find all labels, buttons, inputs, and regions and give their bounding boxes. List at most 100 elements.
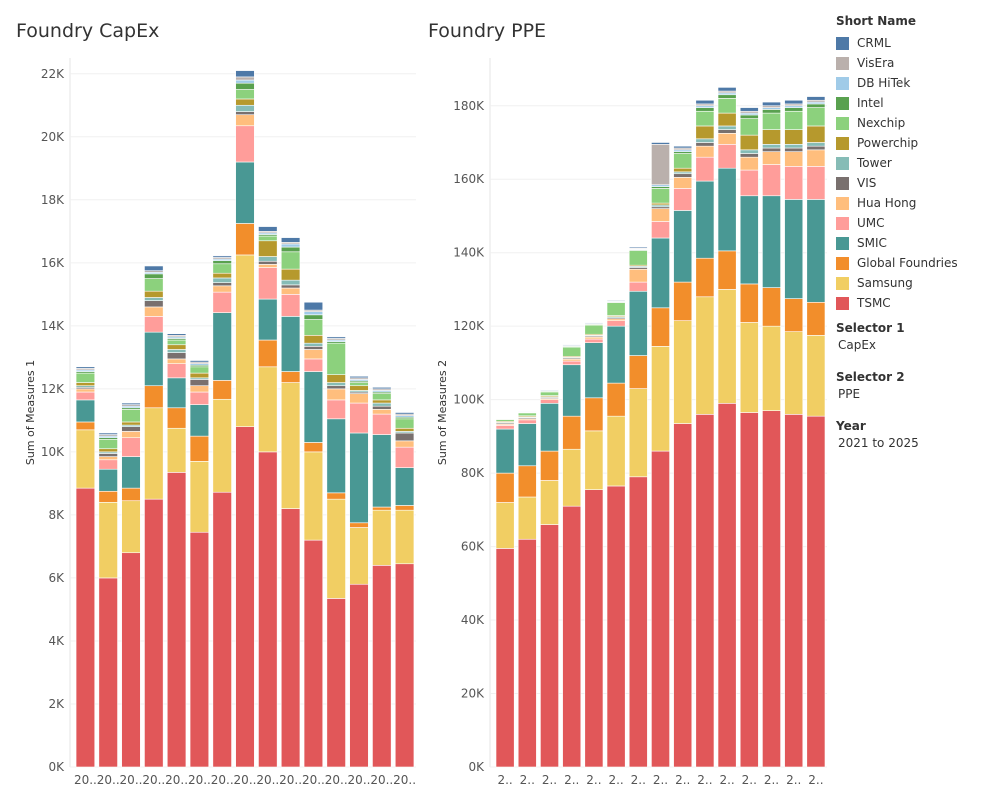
bar-segment-nexchip[interactable] — [235, 89, 255, 100]
bar-segment-crml[interactable] — [806, 96, 826, 101]
bar-segment-samsung[interactable] — [584, 430, 604, 490]
bar-segment-global-foundries[interactable] — [606, 382, 626, 417]
bar-segment-crml[interactable] — [303, 301, 324, 311]
bar-segment-nexchip[interactable] — [189, 366, 210, 374]
bar-segment-crml[interactable] — [166, 333, 187, 336]
bar-segment-vis[interactable] — [121, 426, 141, 432]
bar-segment-nexchip[interactable] — [212, 263, 232, 274]
bar-segment-crml[interactable] — [372, 386, 392, 390]
bar-segment-tsmc[interactable] — [628, 476, 648, 768]
bar-segment-smic[interactable] — [495, 428, 515, 474]
bar-segment-vis[interactable] — [717, 129, 737, 134]
bar-segment-tsmc[interactable] — [349, 583, 369, 768]
bar-segment-hua-hong[interactable] — [394, 440, 415, 448]
bar-segment-samsung[interactable] — [349, 527, 369, 585]
bar-segment-tsmc[interactable] — [258, 451, 278, 768]
selector2-value[interactable]: PPE — [838, 387, 861, 401]
bar-segment-samsung[interactable] — [98, 502, 118, 579]
bar-segment-umc[interactable] — [717, 144, 737, 169]
bar-segment-global-foundries[interactable] — [98, 490, 118, 503]
bar-segment-smic[interactable] — [189, 404, 210, 437]
bar-segment-intel[interactable] — [144, 273, 164, 279]
bar-segment-global-foundries[interactable] — [394, 505, 415, 511]
bar-segment-vis[interactable] — [784, 147, 804, 152]
bar-segment-crml[interactable] — [784, 99, 804, 105]
bar-segment-global-foundries[interactable] — [258, 339, 278, 368]
bar-segment-global-foundries[interactable] — [495, 472, 515, 503]
bar-segment-umc[interactable] — [258, 267, 278, 300]
bar-segment-tsmc[interactable] — [280, 508, 301, 768]
bar-segment-smic[interactable] — [303, 371, 324, 443]
bar-segment-umc[interactable] — [235, 125, 255, 163]
legend-item-intel[interactable]: Intel — [836, 93, 996, 113]
bar-segment-crml[interactable] — [562, 344, 582, 346]
bar-segment-hua-hong[interactable] — [303, 349, 324, 360]
bar-segment-tsmc[interactable] — [394, 563, 415, 768]
bar-segment-samsung[interactable] — [280, 382, 301, 509]
bar-segment-vis[interactable] — [326, 385, 346, 390]
bar-segment-umc[interactable] — [784, 166, 804, 200]
bar-segment-smic[interactable] — [628, 290, 648, 356]
bar-segment-hua-hong[interactable] — [258, 264, 278, 268]
bar-segment-smic[interactable] — [144, 331, 164, 387]
bar-segment-tsmc[interactable] — [372, 565, 392, 768]
bar-segment-tower[interactable] — [235, 104, 255, 112]
bar-segment-umc[interactable] — [212, 291, 232, 313]
bar-segment-powerchip[interactable] — [280, 268, 301, 281]
bar-segment-powerchip[interactable] — [235, 98, 255, 106]
year-value[interactable]: 2021 to 2025 — [838, 436, 919, 450]
bar-segment-global-foundries[interactable] — [189, 435, 210, 462]
bar-segment-smic[interactable] — [517, 423, 537, 467]
bar-segment-hua-hong[interactable] — [166, 358, 187, 364]
bar-segment-samsung[interactable] — [144, 407, 164, 500]
bar-segment-samsung[interactable] — [806, 335, 826, 417]
bar-segment-tsmc[interactable] — [189, 531, 210, 768]
bar-segment-smic[interactable] — [98, 468, 118, 492]
bar-segment-nexchip[interactable] — [584, 324, 604, 335]
legend-item-visera[interactable]: VisEra — [836, 53, 996, 73]
bar-segment-hua-hong[interactable] — [121, 431, 141, 439]
bar-segment-hua-hong[interactable] — [212, 285, 232, 293]
bar-segment-intel[interactable] — [784, 107, 804, 112]
bar-segment-crml[interactable] — [235, 70, 255, 78]
bar-segment-global-foundries[interactable] — [584, 397, 604, 432]
bar-segment-intel[interactable] — [806, 103, 826, 108]
bar-segment-db-hitek[interactable] — [280, 243, 301, 248]
bar-segment-crml[interactable] — [98, 432, 118, 435]
bar-segment-powerchip[interactable] — [303, 334, 324, 344]
bar-segment-powerchip[interactable] — [75, 382, 96, 387]
legend-item-hua-hong[interactable]: Hua Hong — [836, 193, 996, 213]
bar-segment-nexchip[interactable] — [258, 235, 278, 242]
bar-segment-intel[interactable] — [695, 107, 715, 112]
bar-segment-global-foundries[interactable] — [166, 407, 187, 429]
bar-segment-global-foundries[interactable] — [235, 223, 255, 256]
bar-segment-global-foundries[interactable] — [517, 465, 537, 498]
legend-item-global-foundries[interactable]: Global Foundries — [836, 253, 996, 273]
legend-item-tower[interactable]: Tower — [836, 153, 996, 173]
bar-segment-powerchip[interactable] — [326, 374, 346, 383]
bar-segment-nexchip[interactable] — [121, 409, 141, 423]
bar-segment-smic[interactable] — [762, 195, 781, 288]
bar-segment-tower[interactable] — [258, 256, 278, 262]
bar-segment-intel[interactable] — [280, 246, 301, 253]
bar-segment-intel[interactable] — [212, 260, 232, 265]
bar-segment-hua-hong[interactable] — [372, 409, 392, 415]
bar-segment-umc[interactable] — [394, 446, 415, 468]
bar-segment-crml[interactable] — [695, 99, 715, 105]
bar-segment-global-foundries[interactable] — [651, 307, 670, 347]
bar-segment-nexchip[interactable] — [303, 319, 324, 336]
bar-segment-powerchip[interactable] — [258, 240, 278, 257]
bar-segment-umc[interactable] — [75, 391, 96, 401]
bar-segment-nexchip[interactable] — [784, 110, 804, 130]
bar-segment-samsung[interactable] — [762, 325, 781, 411]
bar-segment-tsmc[interactable] — [717, 403, 737, 768]
legend-item-nexchip[interactable]: Nexchip — [836, 113, 996, 133]
bar-segment-tsmc[interactable] — [212, 491, 232, 768]
bar-segment-vis[interactable] — [303, 346, 324, 350]
bar-segment-tsmc[interactable] — [98, 577, 118, 768]
bar-segment-crml[interactable] — [651, 142, 670, 145]
bar-segment-crml[interactable] — [212, 255, 232, 258]
bar-segment-crml[interactable] — [739, 107, 759, 112]
bar-segment-global-foundries[interactable] — [673, 281, 693, 321]
bar-segment-nexchip[interactable] — [349, 382, 369, 387]
